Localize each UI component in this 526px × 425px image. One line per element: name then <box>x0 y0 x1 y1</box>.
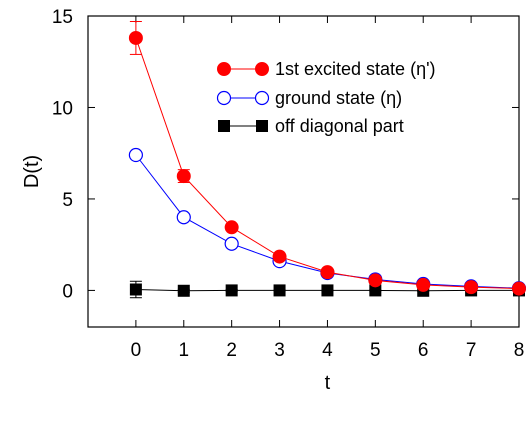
y-tick-label: 5 <box>62 190 73 211</box>
point-marker <box>416 277 431 292</box>
data-point <box>176 210 191 225</box>
legend: 1st excited state (η') ground state (η) of… <box>216 59 436 136</box>
legend-marker <box>216 90 232 106</box>
legend-marker <box>254 90 270 106</box>
x-tick-label: 7 <box>466 340 477 361</box>
point-marker <box>128 30 143 45</box>
point-marker <box>177 284 190 297</box>
legend-item-1: ground state (η) <box>216 88 402 108</box>
legend-label: 1st excited state (η') <box>275 59 436 79</box>
legend-marker <box>256 120 268 132</box>
point-marker <box>129 283 142 296</box>
data-point <box>176 169 191 184</box>
legend-marker <box>255 62 269 76</box>
data-point <box>224 236 239 251</box>
point-marker <box>273 284 286 297</box>
plot-frame <box>87 15 520 328</box>
point-marker <box>176 210 191 225</box>
data-point <box>464 280 479 295</box>
y-tick-label: 10 <box>52 98 73 119</box>
x-tick-label: 4 <box>322 340 333 361</box>
data-point <box>272 249 287 264</box>
data-point <box>273 284 286 297</box>
point-marker <box>368 273 383 288</box>
x-tick-label: 5 <box>370 340 381 361</box>
point-marker <box>321 284 334 297</box>
legend-item-0: 1st excited state (η') <box>217 59 436 79</box>
data-point <box>368 273 383 288</box>
data-point <box>225 284 238 297</box>
legend-marker <box>218 120 230 132</box>
y-axis-label: D(t) <box>21 155 43 188</box>
legend-marker <box>217 62 231 76</box>
x-tick-label: 3 <box>274 340 285 361</box>
point-marker <box>272 249 287 264</box>
point-marker <box>464 280 479 295</box>
point-marker <box>369 284 382 297</box>
x-tick-label: 6 <box>418 340 429 361</box>
point-marker <box>512 281 526 296</box>
x-axis-label: t <box>325 372 331 394</box>
data-point <box>416 277 431 292</box>
point-marker <box>128 147 143 163</box>
axis-tick-labels: 0 1 2 3 4 5 6 7 8 0 5 10 15 <box>52 7 524 361</box>
x-tick-label: 1 <box>178 340 189 361</box>
y-tick-label: 0 <box>62 281 73 302</box>
data-point <box>128 147 143 163</box>
point-marker <box>225 284 238 297</box>
x-tick-label: 8 <box>514 340 525 361</box>
data-point <box>512 281 526 296</box>
data-point <box>128 30 143 45</box>
point-marker <box>176 169 191 184</box>
series-layer <box>128 20 526 299</box>
series-0 <box>128 20 526 296</box>
legend-item-2: off diagonal part <box>218 116 404 136</box>
data-point <box>177 284 190 297</box>
data-point <box>369 284 382 297</box>
legend-label: ground state (η) <box>275 88 402 108</box>
data-point <box>224 220 239 235</box>
point-marker <box>320 265 335 280</box>
axis-ticks <box>88 15 520 327</box>
point-marker <box>224 220 239 235</box>
point-marker <box>224 236 239 251</box>
data-point <box>321 284 334 297</box>
data-point <box>129 283 142 296</box>
y-tick-label: 15 <box>52 7 73 28</box>
data-point <box>320 265 335 280</box>
x-tick-label: 2 <box>226 340 237 361</box>
x-tick-label: 0 <box>131 340 142 361</box>
legend-label: off diagonal part <box>275 116 404 136</box>
